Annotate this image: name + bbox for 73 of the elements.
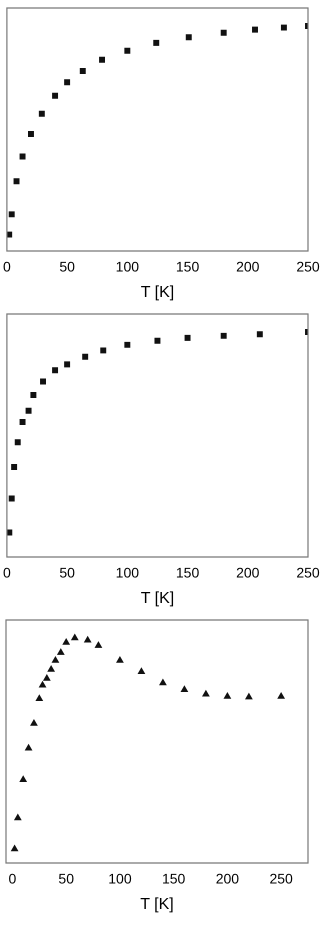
point bbox=[280, 24, 287, 31]
x-tick-label: 100 bbox=[116, 564, 140, 580]
point bbox=[52, 367, 58, 374]
point bbox=[14, 814, 22, 820]
point bbox=[180, 686, 188, 692]
point bbox=[154, 338, 160, 344]
point bbox=[84, 636, 92, 642]
point bbox=[64, 79, 70, 86]
point bbox=[94, 642, 102, 648]
point bbox=[11, 845, 18, 852]
point bbox=[278, 692, 285, 699]
point bbox=[99, 56, 106, 63]
point bbox=[153, 40, 160, 46]
point bbox=[184, 334, 191, 341]
x-tick-label: 100 bbox=[116, 258, 140, 274]
point bbox=[202, 690, 210, 696]
point bbox=[8, 496, 15, 502]
point bbox=[39, 681, 46, 688]
point bbox=[100, 347, 106, 354]
x-tick-label: 0 bbox=[2, 258, 11, 274]
point bbox=[40, 378, 46, 384]
point bbox=[138, 668, 145, 674]
x-axis-title: T [K] bbox=[140, 896, 174, 913]
point bbox=[28, 131, 34, 137]
point bbox=[52, 92, 58, 99]
x-tick-label: 0 bbox=[8, 870, 17, 886]
x-tick-label: 250 bbox=[296, 564, 320, 580]
point bbox=[20, 419, 26, 425]
point bbox=[71, 634, 78, 640]
point bbox=[80, 68, 86, 74]
x-tick-label: 200 bbox=[236, 258, 260, 274]
point bbox=[26, 408, 32, 414]
x-tick-label: 50 bbox=[59, 564, 76, 580]
x-tick-label: 150 bbox=[176, 258, 200, 274]
x-tick-label: 150 bbox=[176, 564, 200, 580]
point bbox=[82, 354, 88, 360]
point bbox=[220, 332, 227, 339]
point bbox=[116, 656, 124, 663]
point bbox=[220, 30, 227, 36]
point bbox=[36, 694, 43, 701]
point bbox=[64, 361, 70, 368]
point bbox=[48, 666, 55, 672]
x-tick-label: 100 bbox=[108, 870, 132, 886]
point bbox=[62, 638, 70, 645]
point bbox=[43, 674, 50, 681]
x-tick-label: 50 bbox=[59, 258, 76, 274]
point bbox=[20, 154, 26, 160]
x-tick-label: 200 bbox=[216, 870, 240, 886]
point bbox=[256, 331, 263, 338]
x-tick-label: 250 bbox=[269, 870, 294, 886]
x-tick-label: 0 bbox=[2, 564, 11, 580]
point bbox=[30, 720, 38, 726]
x-tick-label: 200 bbox=[236, 564, 260, 580]
x-tick-label: 50 bbox=[58, 870, 74, 886]
point bbox=[30, 392, 36, 398]
point bbox=[25, 744, 32, 750]
x-axis-title: T [K] bbox=[140, 590, 174, 607]
point bbox=[224, 692, 231, 699]
point bbox=[38, 110, 45, 117]
point bbox=[11, 464, 18, 470]
point bbox=[52, 656, 59, 663]
x-axis-title: T [K] bbox=[140, 284, 174, 301]
point bbox=[57, 648, 64, 655]
point bbox=[124, 342, 130, 348]
point bbox=[20, 776, 27, 782]
point bbox=[14, 178, 20, 184]
point bbox=[124, 48, 130, 54]
point bbox=[252, 26, 258, 33]
point bbox=[8, 211, 15, 218]
point bbox=[245, 693, 252, 700]
x-tick-label: 150 bbox=[162, 870, 186, 886]
x-tick-label: 250 bbox=[296, 258, 320, 274]
point bbox=[159, 679, 166, 686]
